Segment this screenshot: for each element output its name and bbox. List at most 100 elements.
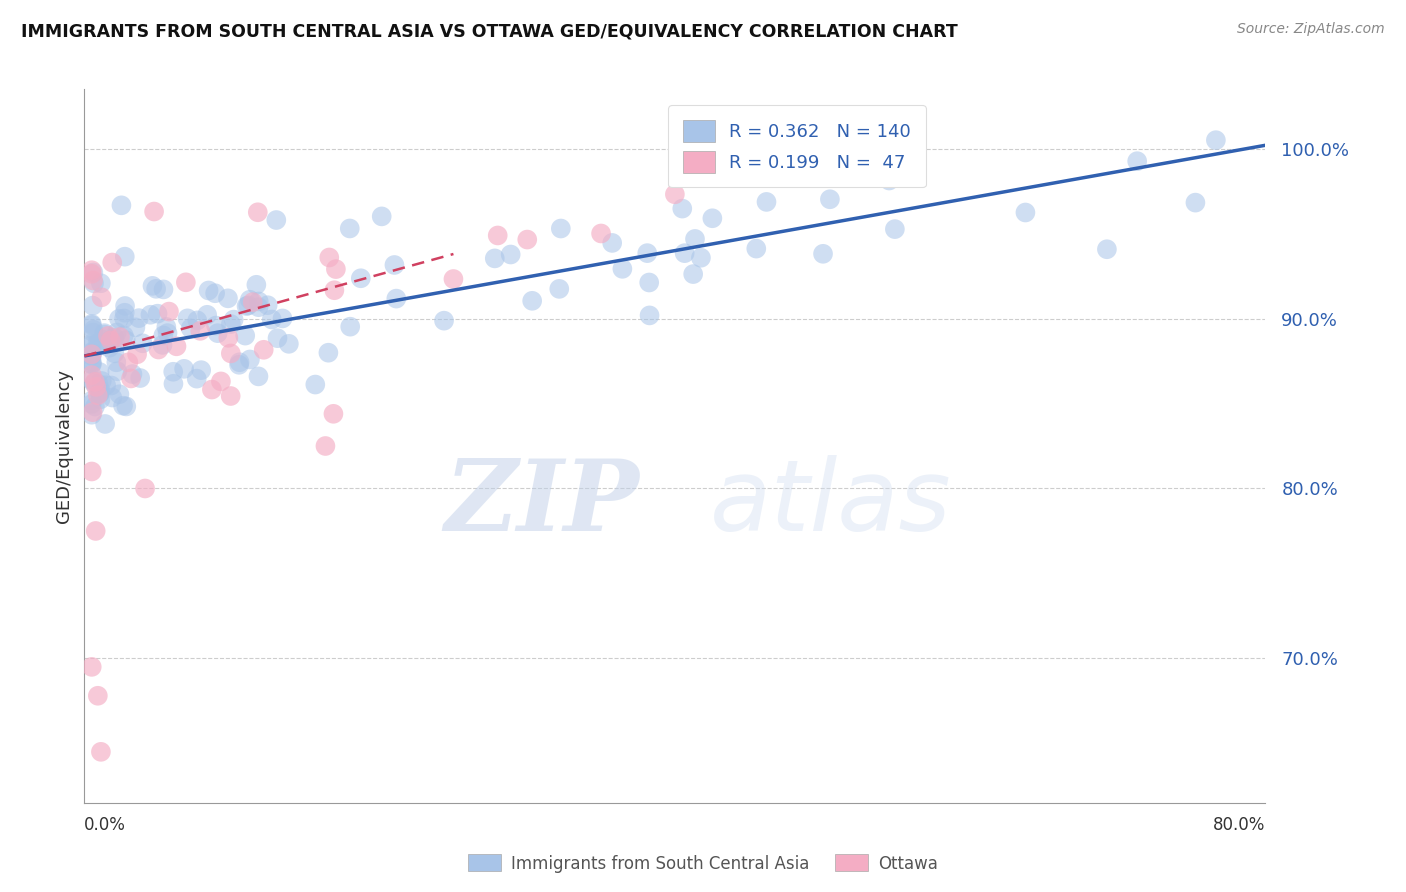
Point: [104, 330, 127, 344]
Point: [112, 328, 135, 343]
Point: [682, 267, 704, 281]
Point: [370, 210, 392, 224]
Point: [80, 347, 103, 361]
Point: [131, 336, 153, 351]
Point: [253, 343, 276, 357]
Point: [87, 376, 110, 391]
Point: [82, 326, 104, 340]
Point: [80, 263, 103, 277]
Point: [80, 368, 103, 382]
Point: [90, 745, 112, 759]
Point: [80, 373, 103, 387]
Point: [105, 364, 128, 378]
Point: [811, 247, 834, 261]
Point: [247, 300, 270, 314]
Point: [148, 343, 170, 357]
Point: [83, 277, 105, 291]
Point: [80, 355, 103, 369]
Point: [339, 221, 361, 235]
Point: [80, 267, 103, 281]
Point: [143, 204, 166, 219]
Point: [186, 371, 208, 385]
Point: [105, 326, 128, 340]
Point: [89, 386, 111, 401]
Point: [883, 222, 905, 236]
Point: [638, 276, 661, 290]
Point: [325, 262, 347, 277]
Point: [114, 299, 136, 313]
Point: [80, 397, 103, 411]
Point: [246, 205, 269, 219]
Point: [384, 258, 406, 272]
Point: [108, 311, 131, 326]
Point: [87, 388, 110, 402]
Point: [112, 311, 135, 326]
Point: [82, 323, 104, 337]
Point: [260, 312, 283, 326]
Point: [745, 242, 768, 256]
Point: [247, 294, 270, 309]
Point: [89, 386, 111, 401]
Text: ZIP: ZIP: [444, 455, 640, 551]
Text: IMMIGRANTS FROM SOUTH CENTRAL ASIA VS OTTAWA GED/EQUIVALENCY CORRELATION CHART: IMMIGRANTS FROM SOUTH CENTRAL ASIA VS OT…: [21, 22, 957, 40]
Point: [174, 275, 197, 289]
Point: [82, 299, 104, 313]
Point: [97, 329, 120, 343]
Point: [100, 334, 122, 348]
Point: [82, 405, 104, 419]
Legend: R = 0.362   N = 140, R = 0.199   N =  47: R = 0.362 N = 140, R = 0.199 N = 47: [668, 105, 925, 187]
Point: [145, 282, 167, 296]
Point: [271, 311, 294, 326]
Point: [318, 251, 340, 265]
Point: [207, 326, 229, 340]
Point: [80, 660, 103, 674]
Point: [323, 283, 346, 297]
Point: [690, 251, 713, 265]
Point: [266, 331, 288, 345]
Point: [600, 235, 623, 250]
Point: [222, 312, 245, 326]
Point: [94, 417, 117, 431]
Point: [550, 221, 572, 235]
Point: [112, 399, 135, 413]
Point: [157, 304, 180, 318]
Point: [197, 284, 219, 298]
Point: [638, 309, 661, 323]
Point: [318, 345, 340, 359]
Point: [1126, 154, 1149, 169]
Point: [591, 227, 613, 241]
Point: [96, 378, 118, 392]
Point: [152, 328, 174, 343]
Point: [80, 393, 103, 408]
Point: [83, 376, 105, 391]
Point: [217, 291, 239, 305]
Point: [93, 333, 115, 347]
Point: [156, 326, 179, 340]
Point: [204, 286, 226, 301]
Point: [217, 331, 239, 345]
Point: [219, 389, 242, 403]
Point: [339, 319, 361, 334]
Point: [818, 192, 841, 206]
Point: [195, 308, 218, 322]
Point: [124, 320, 146, 334]
Point: [121, 367, 143, 381]
Point: [219, 346, 242, 360]
Point: [350, 271, 373, 285]
Point: [84, 400, 107, 414]
Point: [128, 311, 150, 326]
Point: [108, 330, 131, 344]
Point: [98, 333, 121, 347]
Point: [84, 375, 107, 389]
Point: [773, 158, 796, 172]
Point: [101, 255, 124, 269]
Point: [129, 371, 152, 385]
Legend: Immigrants from South Central Asia, Ottawa: Immigrants from South Central Asia, Otta…: [461, 847, 945, 880]
Point: [84, 524, 107, 538]
Point: [108, 387, 131, 401]
Point: [671, 202, 693, 216]
Point: [80, 338, 103, 352]
Point: [441, 272, 464, 286]
Point: [146, 307, 169, 321]
Point: [93, 327, 115, 342]
